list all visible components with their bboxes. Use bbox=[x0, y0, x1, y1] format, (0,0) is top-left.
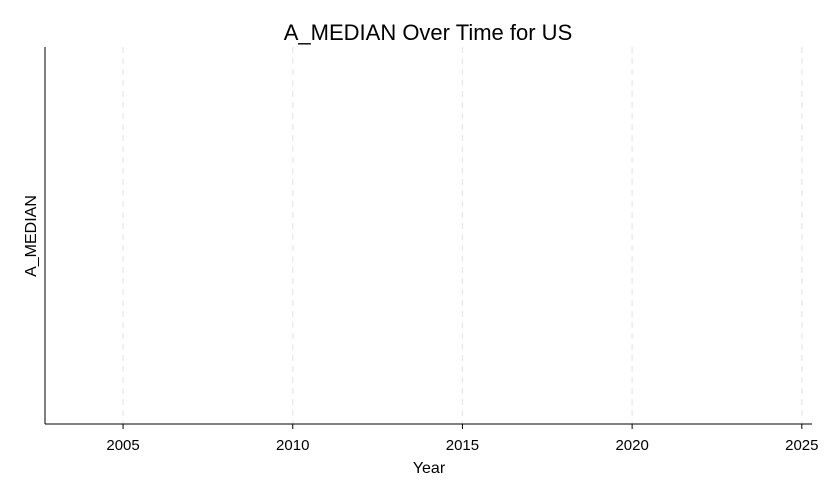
x-axis-ticks: 2005 2010 2015 2020 2025 bbox=[106, 424, 819, 454]
x-tick-label-2020: 2020 bbox=[615, 437, 648, 454]
grid-lines bbox=[122, 47, 803, 424]
chart-title: A_MEDIAN Over Time for US bbox=[284, 20, 573, 45]
y-axis-label: A_MEDIAN bbox=[23, 195, 40, 277]
x-tick-label-2005: 2005 bbox=[106, 437, 139, 454]
x-tick-label-2015: 2015 bbox=[446, 437, 479, 454]
x-axis-label: Year bbox=[413, 460, 446, 477]
x-tick-label-2025: 2025 bbox=[785, 437, 818, 454]
x-tick-label-2010: 2010 bbox=[276, 437, 309, 454]
